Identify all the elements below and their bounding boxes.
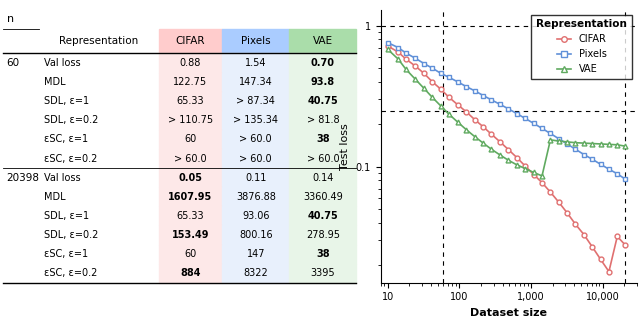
Bar [159,264,222,283]
Text: MDL: MDL [44,77,65,87]
Bar [159,130,222,149]
Bar [159,206,222,226]
Bar [222,72,289,92]
Text: 60: 60 [184,249,196,259]
Text: > 87.34: > 87.34 [236,96,275,106]
Text: 0.11: 0.11 [245,173,266,183]
Bar [159,53,222,72]
Bar [159,168,222,187]
Bar [222,53,289,72]
Bar [159,72,222,92]
Text: 122.75: 122.75 [173,77,207,87]
Text: 278.95: 278.95 [306,230,340,240]
Text: 60: 60 [7,58,20,68]
Text: Pixels: Pixels [241,36,271,46]
Bar [222,92,289,111]
Bar [222,149,289,168]
Bar [159,149,222,168]
Text: 0.70: 0.70 [311,58,335,68]
Text: SDL, ε=1: SDL, ε=1 [44,211,89,221]
Text: 884: 884 [180,268,201,278]
Bar [222,264,289,283]
Text: 3395: 3395 [310,268,335,278]
Text: CIFAR: CIFAR [175,36,205,46]
Bar [289,29,356,53]
Bar [289,130,356,149]
Text: > 135.34: > 135.34 [233,115,278,125]
Text: εSC, ε=1: εSC, ε=1 [44,135,88,144]
Text: > 60.0: > 60.0 [239,135,272,144]
Text: 40.75: 40.75 [307,211,339,221]
Text: 93.8: 93.8 [311,77,335,87]
Text: 38: 38 [316,135,330,144]
Text: 153.49: 153.49 [172,230,209,240]
Bar [289,92,356,111]
Bar [222,29,289,53]
Bar [159,29,222,53]
Bar [289,149,356,168]
Y-axis label: Test loss: Test loss [340,123,350,170]
Text: 40.75: 40.75 [307,96,339,106]
Text: > 60.0: > 60.0 [174,153,207,163]
Text: 147.34: 147.34 [239,77,273,87]
X-axis label: Dataset size: Dataset size [470,308,547,318]
Bar [222,206,289,226]
Text: εSC, ε=1: εSC, ε=1 [44,249,88,259]
Text: SDL, ε=0.2: SDL, ε=0.2 [44,230,98,240]
Bar [222,111,289,130]
Bar [289,226,356,244]
Text: SDL, ε=1: SDL, ε=1 [44,96,89,106]
Text: SDL, ε=0.2: SDL, ε=0.2 [44,115,98,125]
Bar [289,168,356,187]
Text: 0.05: 0.05 [179,173,202,183]
Bar [222,168,289,187]
Bar [222,130,289,149]
Text: n: n [7,14,14,24]
Text: > 60.0: > 60.0 [307,153,339,163]
Text: 60: 60 [184,135,196,144]
Bar [159,244,222,264]
Text: 20398: 20398 [7,173,40,183]
Text: MDL: MDL [44,192,65,202]
Text: Val loss: Val loss [44,173,81,183]
Text: 65.33: 65.33 [177,96,204,106]
Text: VAE: VAE [313,36,333,46]
Text: 1607.95: 1607.95 [168,192,212,202]
Text: 1.54: 1.54 [245,58,266,68]
Text: 38: 38 [316,249,330,259]
Text: 8322: 8322 [243,268,268,278]
Text: 800.16: 800.16 [239,230,273,240]
Text: > 81.8: > 81.8 [307,115,339,125]
Bar [289,72,356,92]
Bar [289,244,356,264]
Bar [222,187,289,206]
Bar [289,264,356,283]
Bar [159,111,222,130]
Text: Val loss: Val loss [44,58,81,68]
Bar [159,226,222,244]
Text: 3360.49: 3360.49 [303,192,343,202]
Text: 93.06: 93.06 [242,211,269,221]
Bar [289,53,356,72]
Bar [159,92,222,111]
Text: 0.14: 0.14 [312,173,333,183]
Legend: CIFAR, Pixels, VAE: CIFAR, Pixels, VAE [531,15,632,79]
Text: 147: 147 [246,249,265,259]
Text: 0.88: 0.88 [180,58,201,68]
Bar [159,187,222,206]
Text: εSC, ε=0.2: εSC, ε=0.2 [44,153,97,163]
Bar [289,206,356,226]
Text: 3876.88: 3876.88 [236,192,276,202]
Text: > 110.75: > 110.75 [168,115,213,125]
Text: Representation: Representation [59,36,138,46]
Bar [222,226,289,244]
Bar [289,187,356,206]
Text: 65.33: 65.33 [177,211,204,221]
Bar [222,244,289,264]
Text: > 60.0: > 60.0 [239,153,272,163]
Text: εSC, ε=0.2: εSC, ε=0.2 [44,268,97,278]
Bar [289,111,356,130]
